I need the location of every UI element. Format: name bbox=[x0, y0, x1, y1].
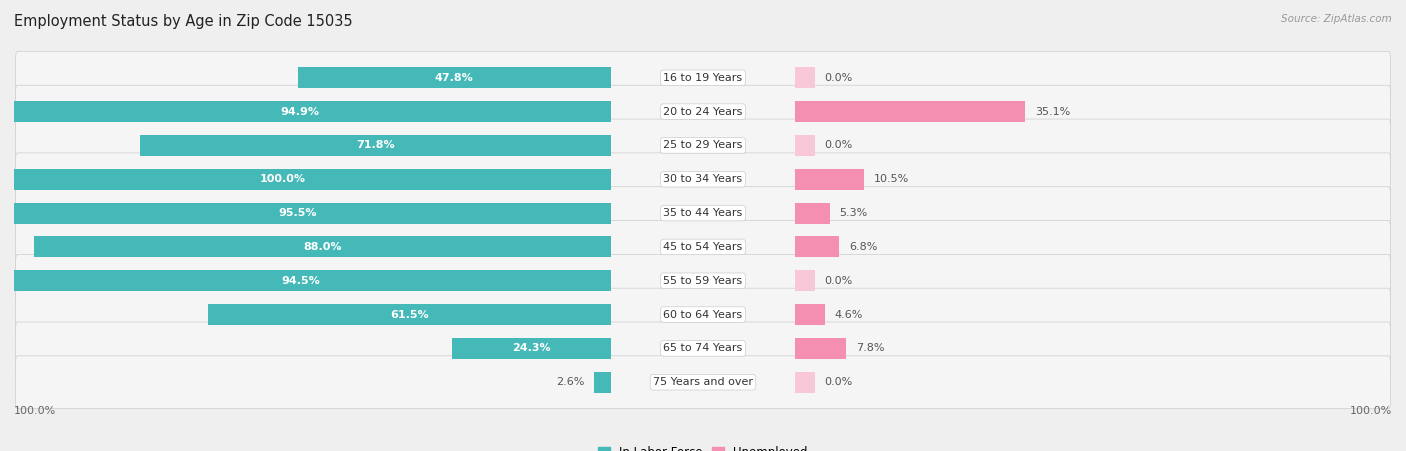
Text: 45 to 54 Years: 45 to 54 Years bbox=[664, 242, 742, 252]
FancyBboxPatch shape bbox=[15, 51, 1391, 104]
Text: 35.1%: 35.1% bbox=[1035, 106, 1070, 117]
Text: 88.0%: 88.0% bbox=[304, 242, 342, 252]
Text: 30 to 34 Years: 30 to 34 Years bbox=[664, 174, 742, 184]
Text: 75 Years and over: 75 Years and over bbox=[652, 377, 754, 387]
FancyBboxPatch shape bbox=[15, 254, 1391, 307]
Text: 24.3%: 24.3% bbox=[512, 343, 551, 354]
Text: 20 to 24 Years: 20 to 24 Years bbox=[664, 106, 742, 117]
FancyBboxPatch shape bbox=[15, 85, 1391, 138]
Text: 55 to 59 Years: 55 to 59 Years bbox=[664, 276, 742, 286]
Text: 16 to 19 Years: 16 to 19 Years bbox=[664, 73, 742, 83]
Bar bbox=[794, 101, 1025, 122]
Text: 0.0%: 0.0% bbox=[824, 140, 852, 151]
Text: 0.0%: 0.0% bbox=[824, 73, 852, 83]
Bar bbox=[298, 67, 612, 88]
FancyBboxPatch shape bbox=[15, 356, 1391, 409]
Text: 71.8%: 71.8% bbox=[356, 140, 395, 151]
Text: 47.8%: 47.8% bbox=[434, 73, 474, 83]
Bar bbox=[208, 304, 612, 325]
Text: 7.8%: 7.8% bbox=[856, 343, 884, 354]
Bar bbox=[141, 135, 612, 156]
Text: 0.0%: 0.0% bbox=[824, 276, 852, 286]
Text: 65 to 74 Years: 65 to 74 Years bbox=[664, 343, 742, 354]
Text: 95.5%: 95.5% bbox=[278, 208, 318, 218]
Text: 10.5%: 10.5% bbox=[873, 174, 908, 184]
Text: 5.3%: 5.3% bbox=[839, 208, 868, 218]
Text: 25 to 29 Years: 25 to 29 Years bbox=[664, 140, 742, 151]
Bar bbox=[451, 338, 612, 359]
Bar bbox=[0, 169, 612, 190]
FancyBboxPatch shape bbox=[15, 221, 1391, 273]
FancyBboxPatch shape bbox=[15, 119, 1391, 172]
Text: 4.6%: 4.6% bbox=[835, 309, 863, 320]
FancyBboxPatch shape bbox=[15, 187, 1391, 239]
Text: 6.8%: 6.8% bbox=[849, 242, 877, 252]
FancyBboxPatch shape bbox=[15, 288, 1391, 341]
Text: 100.0%: 100.0% bbox=[260, 174, 307, 184]
Bar bbox=[794, 67, 814, 88]
Text: 35 to 44 Years: 35 to 44 Years bbox=[664, 208, 742, 218]
Text: 61.5%: 61.5% bbox=[389, 309, 429, 320]
Bar bbox=[0, 270, 612, 291]
Bar bbox=[794, 372, 814, 393]
Bar bbox=[794, 135, 814, 156]
Bar bbox=[0, 101, 612, 122]
Text: 94.5%: 94.5% bbox=[281, 276, 321, 286]
Bar bbox=[794, 202, 830, 224]
Bar bbox=[794, 270, 814, 291]
Bar bbox=[0, 202, 612, 224]
Text: Source: ZipAtlas.com: Source: ZipAtlas.com bbox=[1281, 14, 1392, 23]
Text: 2.6%: 2.6% bbox=[555, 377, 585, 387]
Bar bbox=[794, 338, 846, 359]
Bar bbox=[794, 169, 863, 190]
Bar bbox=[595, 372, 612, 393]
Text: 100.0%: 100.0% bbox=[14, 406, 56, 416]
Legend: In Labor Force, Unemployed: In Labor Force, Unemployed bbox=[593, 441, 813, 451]
Text: Employment Status by Age in Zip Code 15035: Employment Status by Age in Zip Code 150… bbox=[14, 14, 353, 28]
Text: 100.0%: 100.0% bbox=[1350, 406, 1392, 416]
Text: 0.0%: 0.0% bbox=[824, 377, 852, 387]
Text: 60 to 64 Years: 60 to 64 Years bbox=[664, 309, 742, 320]
Bar bbox=[794, 236, 839, 258]
FancyBboxPatch shape bbox=[15, 153, 1391, 206]
Text: 94.9%: 94.9% bbox=[280, 106, 319, 117]
Bar bbox=[794, 304, 825, 325]
Bar bbox=[34, 236, 612, 258]
FancyBboxPatch shape bbox=[15, 322, 1391, 375]
